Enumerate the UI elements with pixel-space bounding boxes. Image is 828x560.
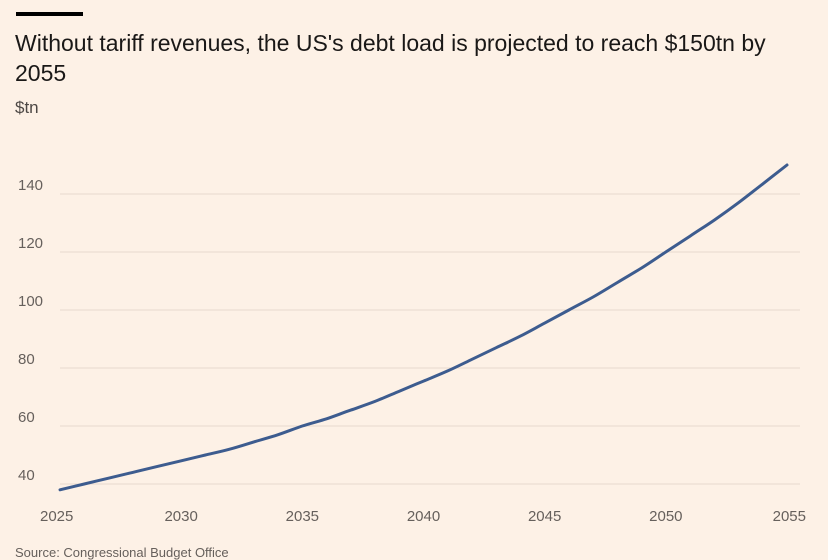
x-tick-label-2040: 2040 <box>407 508 440 525</box>
accent-bar <box>16 12 83 16</box>
y-axis-unit-label: $tn <box>15 98 39 117</box>
x-tick-label-2030: 2030 <box>164 508 197 525</box>
series-line-0 <box>58 163 789 492</box>
y-tick-label-80: 80 <box>18 351 35 368</box>
y-tick-label-60: 60 <box>18 409 35 426</box>
x-tick-label-2045: 2045 <box>528 508 561 525</box>
x-tick-label-2025: 2025 <box>40 508 73 525</box>
y-axis-ticks: 40 60 80 100 120 140 <box>18 177 43 484</box>
series-layer <box>58 163 789 492</box>
x-axis-ticks: 2025 2030 2035 2040 2045 2050 2055 <box>40 508 806 525</box>
gridlines <box>60 193 800 485</box>
y-tick-label-100: 100 <box>18 293 43 310</box>
x-tick-label-2035: 2035 <box>286 508 319 525</box>
source-note: Source: Congressional Budget Office <box>15 545 229 560</box>
y-tick-label-40: 40 <box>18 467 35 484</box>
x-tick-label-2050: 2050 <box>649 508 682 525</box>
y-tick-label-120: 120 <box>18 235 43 252</box>
x-tick-label-2055: 2055 <box>773 508 806 525</box>
chart-title: Without tariff revenues, the US's debt l… <box>15 30 766 86</box>
y-tick-label-140: 140 <box>18 177 43 194</box>
